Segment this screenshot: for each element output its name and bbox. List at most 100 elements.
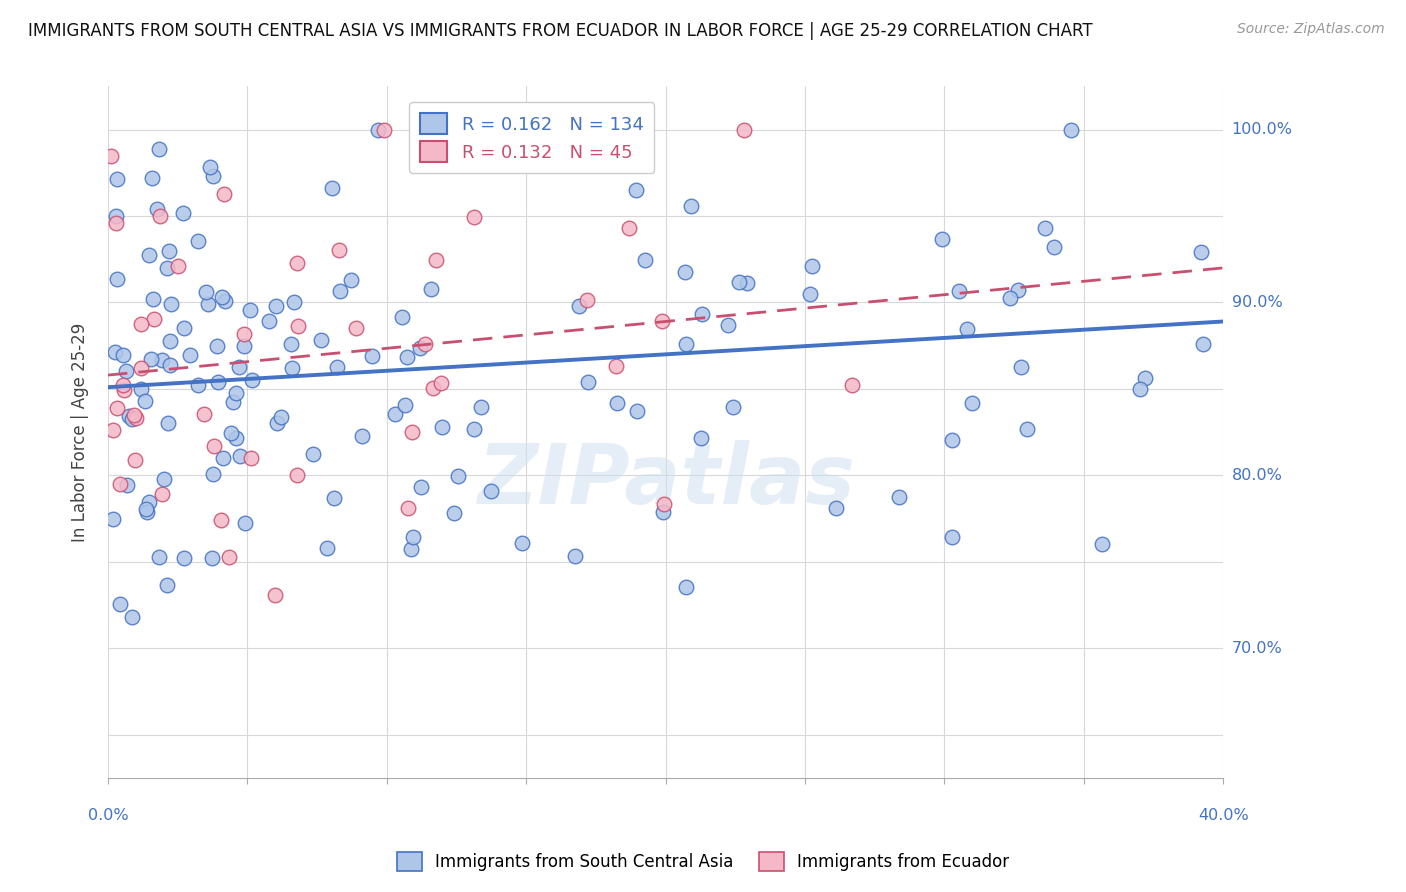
Point	[156, 261, 179, 276]
Point	[136, 505, 159, 519]
Point	[948, 284, 970, 298]
Point	[432, 420, 454, 434]
Point	[652, 497, 675, 511]
Point	[146, 202, 169, 217]
Text: 100.0%: 100.0%	[1232, 122, 1292, 137]
Point	[605, 359, 627, 374]
Point	[321, 180, 343, 194]
Point	[395, 350, 418, 364]
Point	[131, 361, 153, 376]
Point	[651, 314, 673, 328]
Point	[115, 364, 138, 378]
Point	[402, 530, 425, 544]
Point	[675, 580, 697, 594]
Point	[125, 411, 148, 425]
Point	[105, 172, 128, 186]
Text: 70.0%: 70.0%	[1232, 640, 1282, 656]
Point	[801, 260, 824, 274]
Point	[1191, 336, 1213, 351]
Point	[228, 359, 250, 374]
Point	[394, 398, 416, 412]
Point	[567, 300, 589, 314]
Point	[193, 407, 215, 421]
Point	[735, 276, 758, 290]
Point	[825, 501, 848, 516]
Point	[239, 302, 262, 317]
Point	[156, 578, 179, 592]
Point	[1042, 240, 1064, 254]
Point	[652, 505, 675, 519]
Point	[139, 352, 162, 367]
Point	[121, 609, 143, 624]
Point	[422, 381, 444, 395]
Point	[575, 293, 598, 307]
Point	[159, 359, 181, 373]
Point	[166, 260, 188, 274]
Point	[960, 396, 983, 410]
Point	[207, 376, 229, 390]
Point	[391, 310, 413, 325]
Point	[470, 401, 492, 415]
Point	[955, 322, 977, 336]
Point	[1007, 283, 1029, 297]
Point	[129, 318, 152, 332]
Text: 80.0%: 80.0%	[1232, 468, 1282, 483]
Point	[187, 377, 209, 392]
Point	[240, 373, 263, 387]
Point	[411, 480, 433, 494]
Point	[108, 477, 131, 491]
Point	[413, 336, 436, 351]
Point	[329, 284, 352, 298]
Point	[799, 287, 821, 301]
Point	[104, 345, 127, 359]
Point	[270, 409, 292, 424]
Point	[214, 294, 236, 309]
Point	[309, 334, 332, 348]
Point	[222, 395, 245, 409]
Point	[142, 292, 165, 306]
Point	[384, 407, 406, 421]
Point	[281, 361, 304, 376]
Point	[198, 161, 221, 175]
Point	[229, 449, 252, 463]
Point	[634, 253, 657, 268]
Point	[1010, 360, 1032, 375]
Point	[134, 393, 156, 408]
Point	[149, 209, 172, 223]
Point	[138, 248, 160, 262]
Point	[108, 597, 131, 611]
Point	[675, 337, 697, 351]
Legend: R = 0.162   N = 134, R = 0.132   N = 45: R = 0.162 N = 134, R = 0.132 N = 45	[409, 103, 654, 173]
Point	[148, 142, 170, 156]
Point	[121, 412, 143, 426]
Point	[173, 551, 195, 566]
Point	[443, 507, 465, 521]
Point	[479, 483, 502, 498]
Point	[124, 408, 146, 422]
Text: Source: ZipAtlas.com: Source: ZipAtlas.com	[1237, 22, 1385, 37]
Point	[328, 243, 350, 257]
Point	[186, 235, 208, 249]
Point	[124, 453, 146, 467]
Point	[1015, 422, 1038, 436]
Point	[202, 439, 225, 453]
Point	[257, 314, 280, 328]
Point	[239, 450, 262, 465]
Point	[202, 467, 225, 482]
Point	[117, 478, 139, 492]
Point	[887, 490, 910, 504]
Point	[148, 549, 170, 564]
Point	[430, 122, 453, 136]
Point	[401, 425, 423, 439]
Point	[205, 339, 228, 353]
Point	[350, 429, 373, 443]
Point	[673, 265, 696, 279]
Point	[101, 423, 124, 437]
Point	[131, 382, 153, 396]
Point	[841, 378, 863, 392]
Point	[104, 217, 127, 231]
Point	[1059, 122, 1081, 136]
Point	[941, 530, 963, 544]
Point	[931, 232, 953, 246]
Point	[225, 431, 247, 445]
